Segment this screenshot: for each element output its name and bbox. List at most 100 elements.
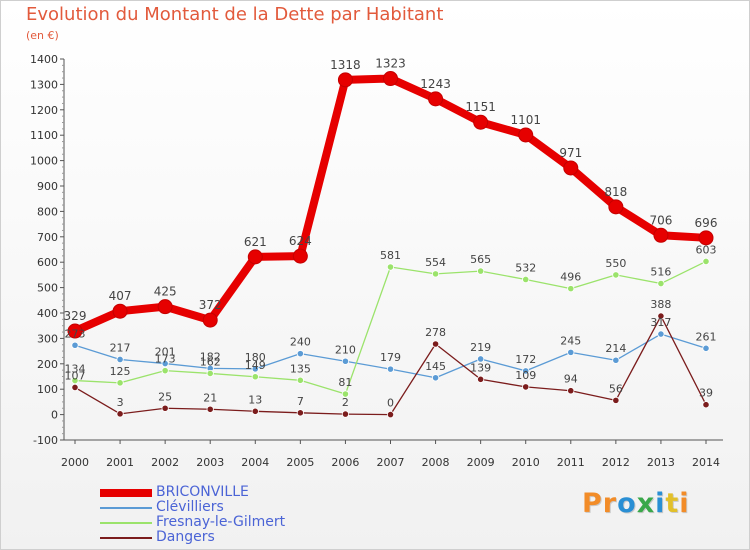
- data-point: [702, 344, 710, 352]
- chart-title: Evolution du Montant de la Dette par Hab…: [26, 4, 444, 25]
- legend-swatch: [100, 522, 152, 524]
- y-tick-label: 500: [37, 282, 58, 295]
- data-label: 240: [290, 336, 311, 349]
- data-point: [522, 367, 530, 375]
- data-point: [431, 270, 440, 278]
- data-point: [116, 410, 124, 418]
- data-label: 172: [515, 353, 536, 366]
- data-label: 516: [650, 266, 671, 279]
- data-point: [341, 390, 350, 398]
- x-tick-label: 2013: [647, 456, 675, 469]
- x-tick-label: 2005: [286, 456, 314, 469]
- data-label: 210: [335, 343, 356, 356]
- x-tick-label: 2008: [422, 456, 450, 469]
- data-point: [657, 330, 665, 338]
- legend-label: BRICONVILLE: [156, 484, 249, 500]
- x-tick-label: 2009: [467, 456, 495, 469]
- data-label: 162: [200, 355, 221, 368]
- y-tick-label: 0: [51, 409, 58, 422]
- y-tick-label: 1300: [30, 78, 58, 91]
- data-point: [71, 341, 79, 349]
- data-point: [161, 404, 169, 412]
- data-label: 219: [470, 341, 491, 354]
- legend-label: Dangers: [156, 529, 215, 545]
- data-point: [477, 375, 485, 383]
- data-label: 107: [65, 369, 86, 382]
- data-point: [296, 376, 304, 384]
- data-point: [431, 374, 440, 382]
- data-point: [477, 355, 485, 363]
- data-label: 179: [380, 351, 401, 364]
- data-point: [116, 379, 124, 387]
- data-label: 7: [297, 395, 304, 408]
- data-point: [702, 401, 710, 409]
- data-point: [161, 359, 169, 368]
- data-point: [112, 303, 128, 319]
- data-label: 388: [650, 298, 671, 311]
- data-point: [608, 199, 624, 215]
- data-label: 25: [158, 390, 172, 403]
- data-label: 696: [695, 216, 718, 230]
- data-point: [296, 350, 304, 358]
- data-point: [206, 405, 214, 413]
- data-label: 149: [245, 359, 266, 372]
- x-tick-label: 2014: [692, 456, 720, 469]
- y-tick-label: 300: [37, 332, 58, 345]
- data-label: 554: [425, 256, 446, 269]
- data-label: 214: [605, 342, 626, 355]
- data-point: [341, 357, 350, 365]
- legend-swatch: [100, 507, 152, 509]
- data-point: [522, 383, 530, 391]
- data-point: [386, 365, 395, 373]
- y-tick-label: 100: [37, 383, 58, 396]
- data-point: [157, 299, 173, 315]
- data-point: [428, 91, 444, 107]
- x-tick-label: 2012: [602, 456, 630, 469]
- y-tick-label: 900: [37, 180, 58, 193]
- x-tick-label: 2011: [557, 456, 585, 469]
- data-point: [116, 355, 124, 364]
- data-point: [247, 249, 263, 265]
- legend-swatch: [100, 537, 152, 539]
- data-label: 217: [110, 341, 131, 354]
- y-tick-label: 200: [37, 358, 58, 371]
- data-point: [337, 72, 353, 88]
- data-label: 407: [109, 289, 132, 303]
- data-point: [202, 312, 218, 328]
- data-label: 261: [696, 330, 717, 343]
- data-label: 125: [110, 365, 131, 378]
- x-tick-label: 2007: [377, 456, 405, 469]
- y-tick-label: -100: [33, 434, 58, 447]
- data-label: 109: [515, 369, 536, 382]
- data-label: 971: [559, 146, 582, 160]
- data-label: 3: [117, 396, 124, 409]
- data-point: [386, 263, 395, 271]
- data-label: 329: [64, 309, 87, 323]
- legend-item: Fresnay-le-Gilmert: [100, 514, 360, 531]
- y-tick-label: 600: [37, 256, 58, 269]
- data-label: 145: [425, 360, 446, 373]
- data-label: 818: [604, 185, 627, 199]
- data-point: [341, 410, 350, 418]
- data-point: [71, 383, 79, 392]
- y-tick-label: 1000: [30, 155, 58, 168]
- data-point: [563, 160, 579, 176]
- data-label: 173: [155, 353, 176, 366]
- data-point: [612, 396, 620, 404]
- legend-item: Dangers: [100, 529, 360, 546]
- data-label: 2: [342, 396, 349, 409]
- data-label: 372: [199, 298, 222, 312]
- data-point: [71, 376, 79, 385]
- data-label: 603: [696, 243, 717, 256]
- data-point: [518, 127, 534, 143]
- data-label: 1101: [510, 113, 541, 127]
- data-point: [522, 275, 530, 284]
- x-tick-label: 2003: [196, 456, 224, 469]
- data-label: 496: [560, 271, 581, 284]
- data-label: 706: [649, 213, 672, 227]
- data-point: [567, 285, 575, 293]
- data-point: [567, 387, 575, 395]
- data-point: [653, 227, 669, 243]
- data-label: 1151: [465, 100, 496, 114]
